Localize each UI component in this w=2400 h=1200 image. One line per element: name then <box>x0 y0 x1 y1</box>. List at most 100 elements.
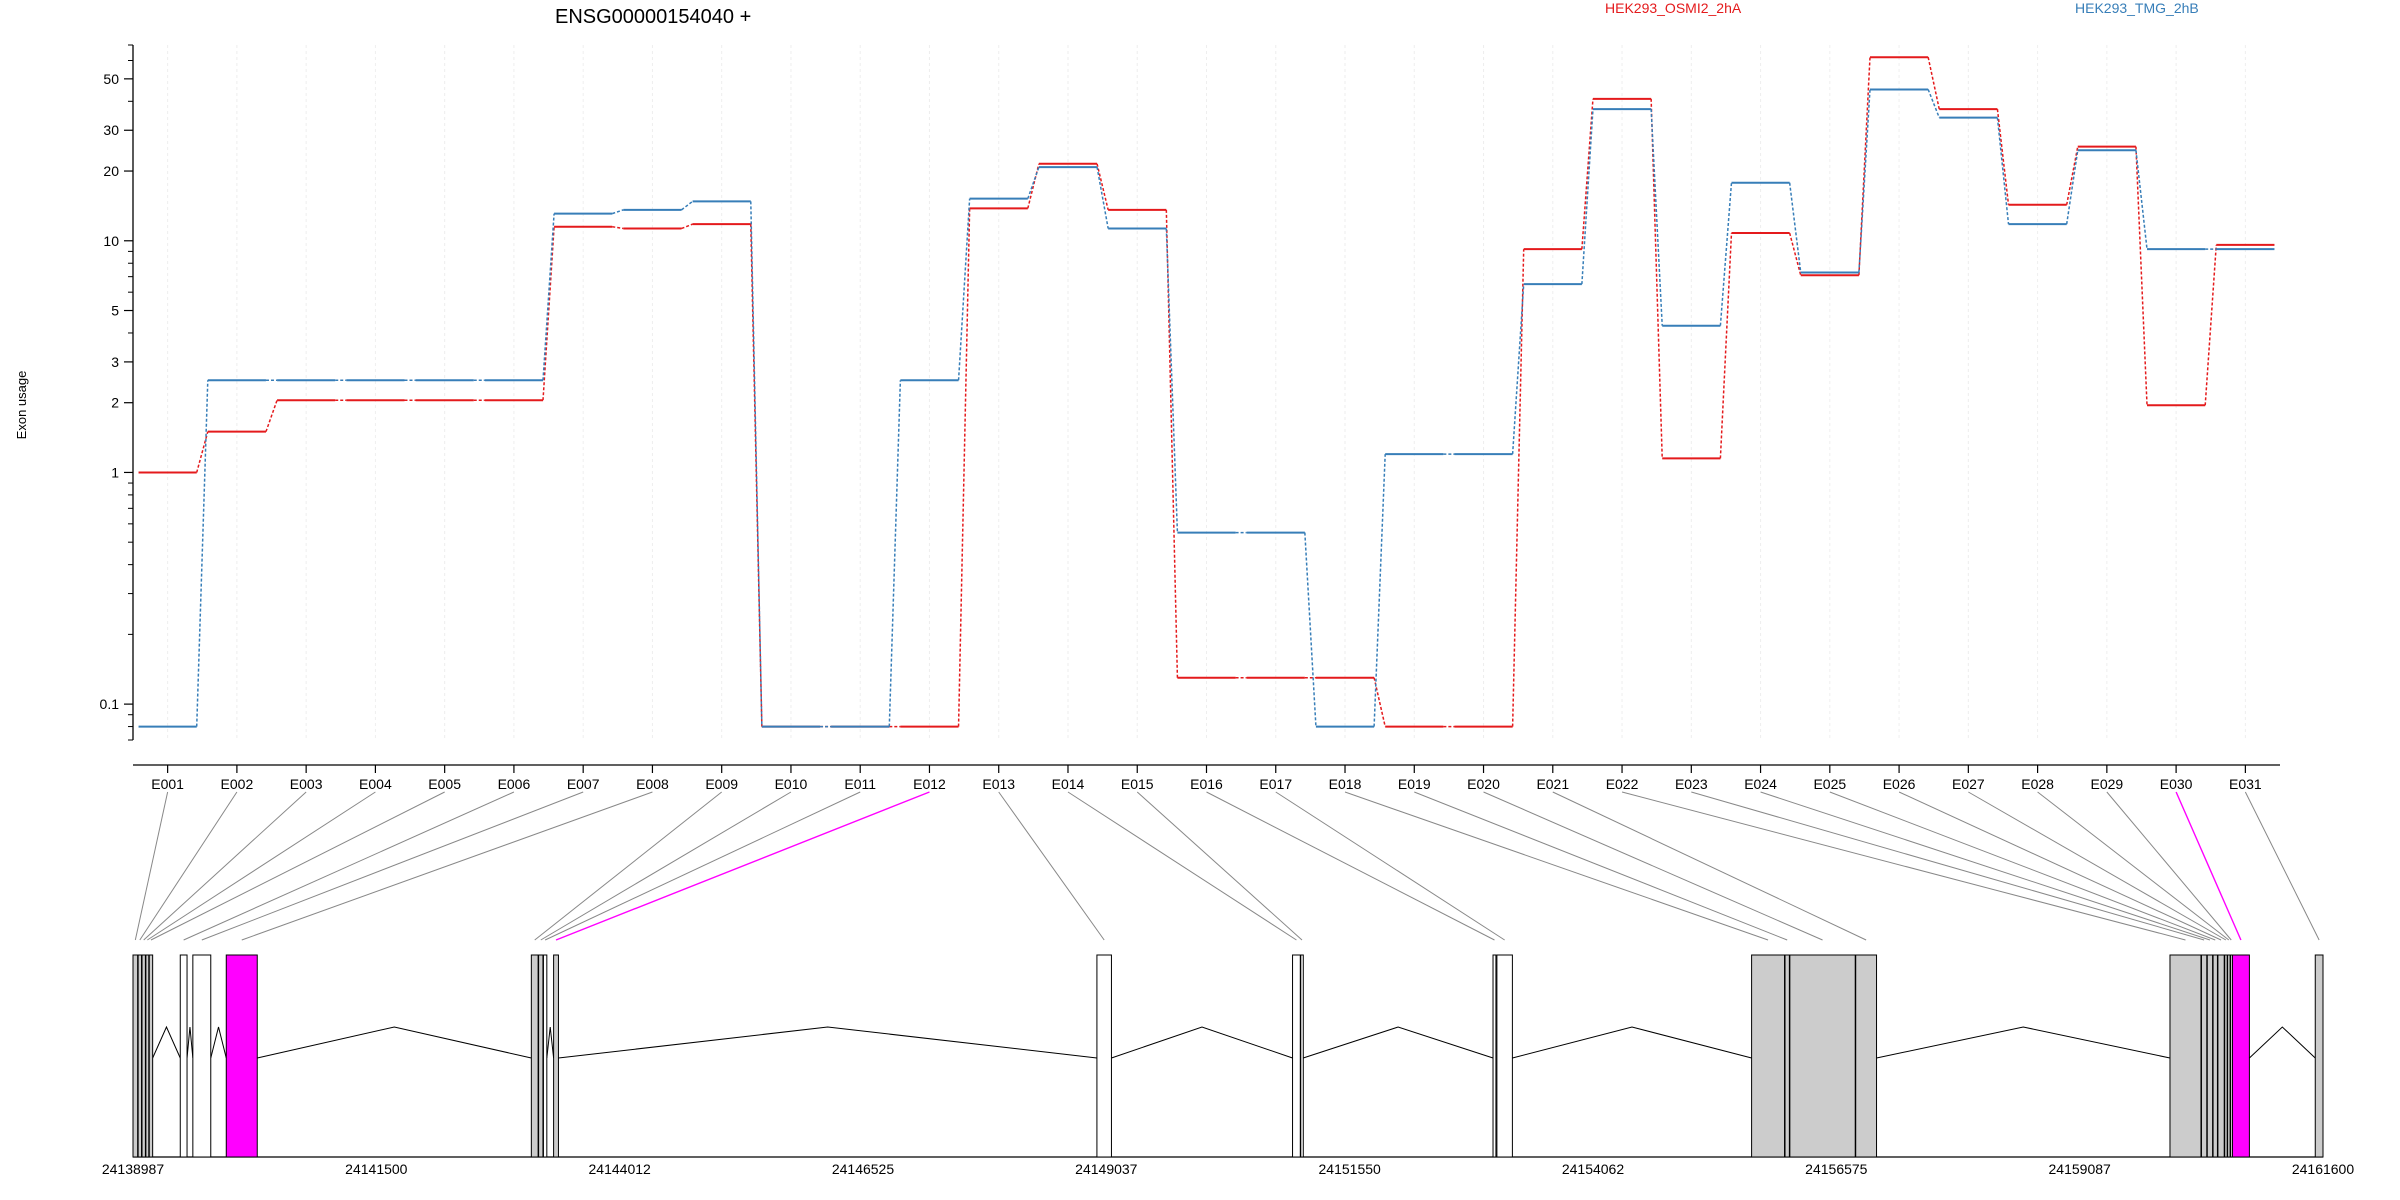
connector-line <box>1760 791 2211 941</box>
y-tick-label: 2 <box>111 395 119 411</box>
genomic-tick-label: 24144012 <box>589 1161 652 1177</box>
connector-line <box>143 791 307 941</box>
y-tick-label: 5 <box>111 303 119 319</box>
series-connector <box>1650 109 1663 326</box>
connector-line <box>1829 791 2216 941</box>
connector-line <box>201 791 584 941</box>
intron-line <box>210 1026 227 1059</box>
exon-box <box>1855 954 1878 1158</box>
connector-line <box>1275 791 1505 941</box>
series-connector <box>1373 454 1386 727</box>
y-tick-label: 0.1 <box>100 696 120 712</box>
genomic-tick-label: 24149037 <box>1075 1161 1138 1177</box>
intron-line <box>152 1025 181 1059</box>
series-connector <box>195 431 209 473</box>
highlight-connector-line <box>2175 791 2242 941</box>
series-connector <box>1719 182 1733 326</box>
series-connector <box>1027 166 1040 199</box>
series-connector <box>612 209 624 215</box>
x-tick-label: E031 <box>2229 776 2262 792</box>
genomic-tick-label: 24141500 <box>345 1161 408 1177</box>
connector-line <box>1136 791 1303 941</box>
series-b <box>138 88 2275 728</box>
series-connector <box>750 224 763 727</box>
intron-line <box>1876 1026 2171 1059</box>
connector-line <box>1206 791 1495 941</box>
genomic-tick-label: 24138987 <box>102 1161 165 1177</box>
x-tick-label: E006 <box>498 776 531 792</box>
series-connector <box>1788 232 1802 276</box>
x-tick-label: E012 <box>913 776 946 792</box>
chart-title: ENSG00000154040 + <box>555 6 751 28</box>
connector-line <box>1483 791 1823 941</box>
exon-box <box>192 954 212 1158</box>
x-tick-label: E016 <box>1190 776 1223 792</box>
y-tick-label: 1 <box>111 464 119 480</box>
y-tick-label: 20 <box>103 163 119 179</box>
y-tick-label: 10 <box>103 233 119 249</box>
connector-line <box>1344 791 1769 941</box>
exon-box <box>1789 954 1856 1158</box>
connector-line <box>2244 791 2320 941</box>
exon-box <box>2217 954 2225 1158</box>
genomic-tick-label: 24159087 <box>2049 1161 2112 1177</box>
exon-box <box>132 954 139 1158</box>
connector-line <box>1898 791 2222 941</box>
exon-box <box>2314 954 2324 1158</box>
y-tick-label: 50 <box>103 71 119 87</box>
series-connector <box>1096 163 1109 211</box>
series-connector <box>1304 532 1317 727</box>
x-tick-label: E019 <box>1398 776 1431 792</box>
series-connector <box>1581 98 1594 250</box>
series-connector <box>2135 150 2148 250</box>
series-connector <box>2135 146 2148 406</box>
connector-line <box>1067 791 1297 941</box>
exon-box <box>1300 954 1304 1158</box>
series-connector <box>2204 244 2218 406</box>
y-axis-label: Exon usage <box>14 371 29 440</box>
x-tick-label: E015 <box>1121 776 1154 792</box>
series-connector <box>612 225 624 230</box>
series-connector <box>1373 677 1386 727</box>
legend-series-b: HEK293_TMG_2hB <box>2075 0 2199 16</box>
exon-box <box>1496 954 1513 1158</box>
connector-line <box>1691 791 2205 941</box>
exon-box <box>148 954 154 1158</box>
connector-line <box>139 791 238 941</box>
intron-line <box>186 1026 194 1059</box>
x-tick-label: E014 <box>1052 776 1085 792</box>
series-connector <box>1858 89 1871 273</box>
exon-connector-lines <box>134 791 2320 941</box>
series-connector <box>1996 109 2010 205</box>
x-tick-label: E021 <box>1536 776 1569 792</box>
series-connector <box>1027 163 1040 209</box>
series-connector <box>542 226 555 401</box>
series-connector <box>1165 209 1179 678</box>
intron-line <box>2249 1026 2316 1059</box>
intron-line <box>1111 1026 1293 1059</box>
exon-box <box>2169 954 2202 1158</box>
connector-line <box>2106 791 2232 941</box>
x-tick-label: E009 <box>705 776 738 792</box>
series-connector <box>1096 166 1109 229</box>
connector-line <box>534 791 723 941</box>
series-a <box>138 56 2275 728</box>
series-connector <box>1165 228 1179 533</box>
exon-box <box>1292 954 1301 1158</box>
series-connector <box>1511 284 1525 455</box>
series-connector <box>1511 249 1525 727</box>
series-connector <box>750 201 763 727</box>
exon-box <box>145 954 150 1158</box>
series-connector <box>1788 182 1802 273</box>
intron-line <box>1303 1026 1494 1059</box>
exon-box <box>2212 954 2218 1158</box>
exon-box <box>179 954 188 1158</box>
y-tick-label: 3 <box>111 354 119 370</box>
connector-line <box>1414 791 1788 941</box>
exon-box <box>1096 954 1112 1158</box>
x-tick-label: E008 <box>636 776 669 792</box>
x-tick-label: E004 <box>359 776 392 792</box>
connector-line <box>540 791 792 941</box>
highlight-connector-line <box>555 791 930 941</box>
connector-line <box>150 791 445 941</box>
